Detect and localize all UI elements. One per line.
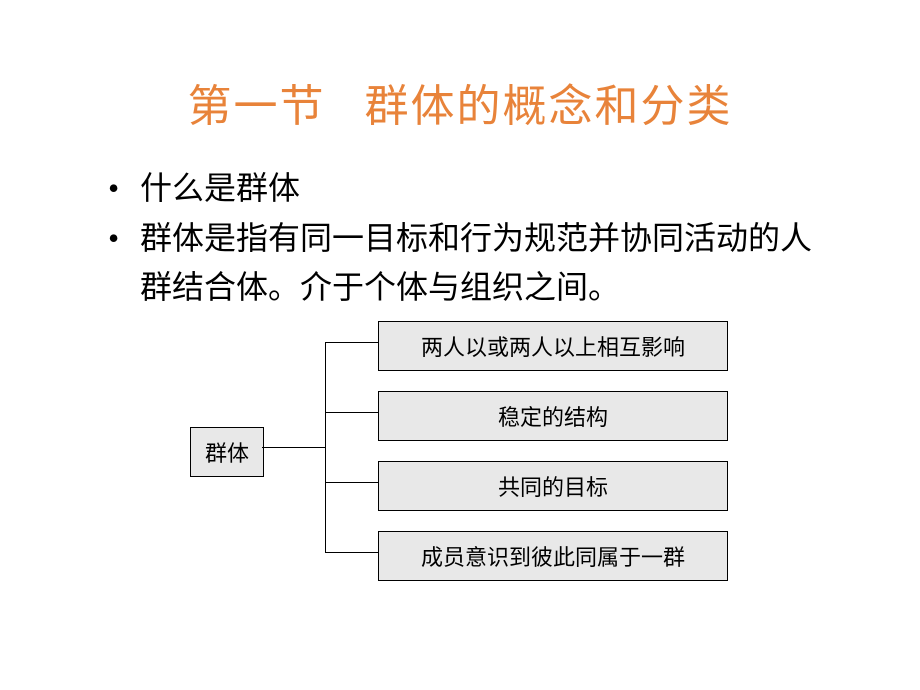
bullet-item: 什么是群体: [100, 164, 840, 214]
bullet-item: 群体是指有同一目标和行为规范并协同活动的人群结合体。介于个体与组织之间。: [100, 214, 840, 313]
tree-root-node: 群体: [190, 427, 264, 477]
tree-connector: [262, 447, 325, 448]
tree-connector: [325, 482, 378, 483]
tree-child-node: 成员意识到彼此同属于一群: [378, 531, 728, 581]
tree-child-node: 两人以或两人以上相互影响: [378, 321, 728, 371]
slide-title: 第一节 群体的概念和分类: [80, 70, 840, 134]
tree-child-node: 稳定的结构: [378, 391, 728, 441]
tree-connector: [325, 552, 378, 553]
tree-diagram: 群体 两人以或两人以上相互影响稳定的结构共同的目标成员意识到彼此同属于一群: [190, 321, 840, 611]
tree-connector: [325, 342, 326, 553]
tree-child-node: 共同的目标: [378, 461, 728, 511]
tree-connector: [325, 342, 378, 343]
bullet-list: 什么是群体 群体是指有同一目标和行为规范并协同活动的人群结合体。介于个体与组织之…: [80, 164, 840, 313]
tree-connector: [325, 412, 378, 413]
slide: 第一节 群体的概念和分类 什么是群体 群体是指有同一目标和行为规范并协同活动的人…: [0, 0, 920, 690]
